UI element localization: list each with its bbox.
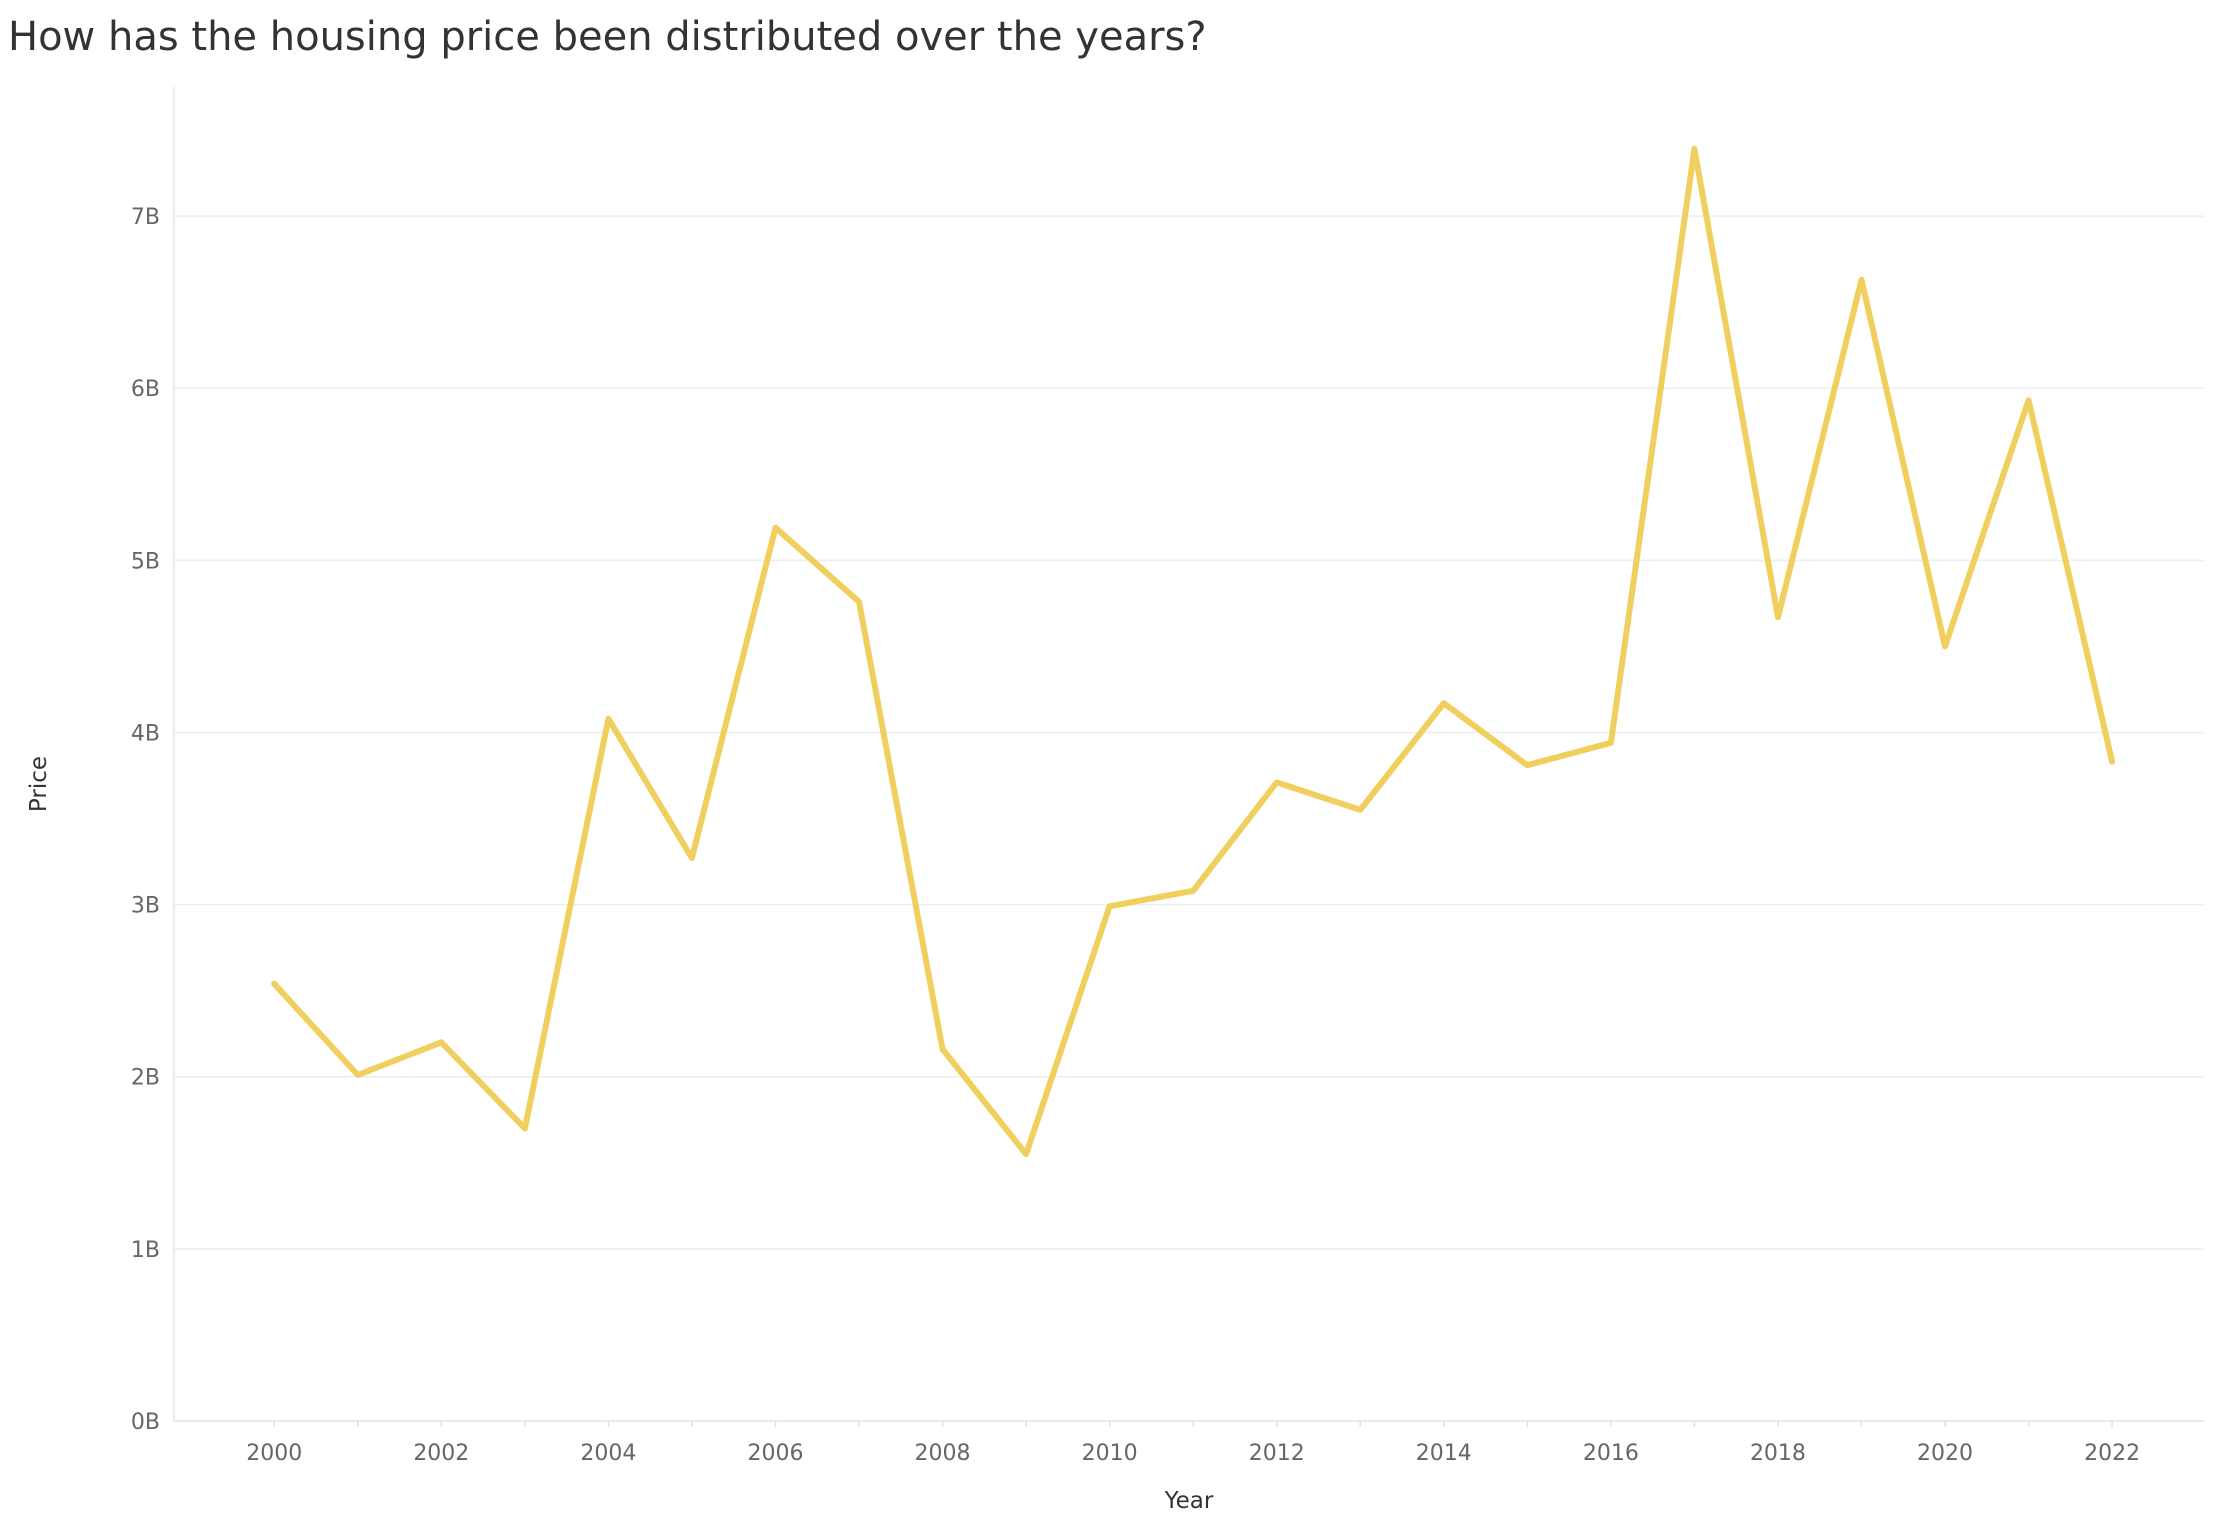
x-axis-title: Year	[1164, 1488, 1214, 1514]
data-point	[522, 1125, 528, 1131]
gridlines	[174, 215, 2204, 1422]
data-point	[355, 1072, 361, 1078]
y-tick-label: 6B	[131, 377, 160, 402]
data-point	[1190, 888, 1196, 894]
data-point	[1775, 614, 1781, 620]
x-tick-label: 2022	[2084, 1441, 2140, 1466]
axes	[173, 87, 2204, 1427]
x-tick-label: 2010	[1082, 1441, 1138, 1466]
x-tick-label: 2002	[413, 1441, 469, 1466]
data-point	[438, 1039, 444, 1045]
x-tick-label: 2006	[747, 1441, 803, 1466]
data-point	[1107, 903, 1113, 909]
chart-title: How has the housing price been distribut…	[8, 14, 1207, 60]
y-tick-label: 0B	[131, 1410, 160, 1435]
x-tick-label: 2016	[1583, 1441, 1639, 1466]
y-axis-title: Price	[26, 756, 52, 812]
y-tick-label: 2B	[131, 1066, 160, 1091]
data-point	[1441, 700, 1447, 706]
data-point	[1858, 277, 1864, 283]
y-tick-label: 3B	[131, 894, 160, 919]
data-point	[271, 981, 277, 987]
series-line-0	[271, 146, 2116, 1158]
data-point	[772, 525, 778, 531]
data-point	[1691, 146, 1697, 152]
data-point	[689, 855, 695, 861]
x-axis-ticks: 2000 2002 2004 2006 2008 2010 2012 2014 2016 2018…	[246, 1441, 2140, 1466]
data-point	[605, 716, 611, 722]
data-point	[1942, 643, 1948, 649]
y-tick-label: 4B	[131, 721, 160, 746]
x-tick-label: 2012	[1249, 1441, 1305, 1466]
y-tick-label: 1B	[131, 1238, 160, 1263]
data-point	[856, 599, 862, 605]
x-tick-label: 2014	[1416, 1441, 1472, 1466]
data-point	[940, 1046, 946, 1052]
x-tick-label: 2004	[580, 1441, 636, 1466]
series-layer	[271, 146, 2116, 1158]
data-point	[1608, 740, 1614, 746]
data-point	[2026, 397, 2032, 403]
data-point	[1524, 762, 1530, 768]
x-tick-label: 2018	[1750, 1441, 1806, 1466]
data-point	[1357, 807, 1363, 813]
data-point	[1023, 1151, 1029, 1157]
y-tick-label: 5B	[131, 549, 160, 574]
x-tick-label: 2008	[915, 1441, 971, 1466]
y-axis-ticks: 0B 1B 2B 3B 4B 5B 6B 7B	[131, 205, 160, 1435]
data-point	[2109, 759, 2115, 765]
x-tick-label: 2020	[1917, 1441, 1973, 1466]
data-point	[1274, 779, 1280, 785]
x-tick-label: 2000	[246, 1441, 302, 1466]
y-tick-label: 7B	[131, 205, 160, 230]
